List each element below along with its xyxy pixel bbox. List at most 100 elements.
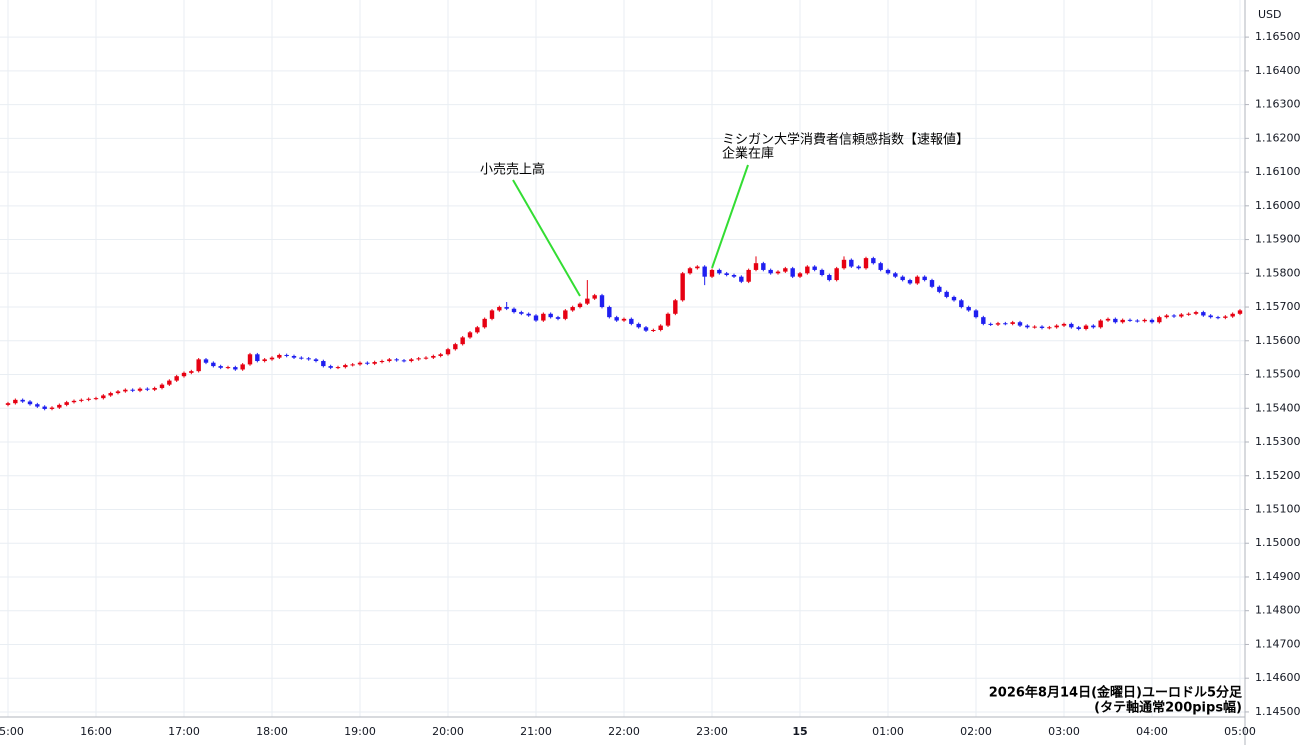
candle-body: [343, 365, 348, 368]
candle-body: [783, 268, 788, 272]
y-tick-label: 1.14600: [1255, 671, 1300, 684]
candle-body: [673, 300, 678, 314]
candle-body: [123, 389, 128, 392]
candle-body: [431, 355, 436, 358]
candle-body: [687, 268, 693, 274]
x-tick-label: 18:00: [256, 725, 288, 738]
x-tick-label: 15:00: [0, 725, 24, 738]
candle-body: [878, 263, 883, 270]
candle-body: [1127, 319, 1133, 321]
candle-body: [93, 398, 99, 400]
candle-body: [269, 357, 275, 360]
candle-body: [643, 327, 649, 331]
candle-body: [57, 404, 62, 408]
candle-body: [570, 307, 575, 311]
candle-body: [467, 332, 473, 338]
candle-body: [379, 361, 385, 363]
candle-body: [438, 354, 443, 356]
candle-body: [482, 318, 487, 328]
candle-body: [1076, 327, 1081, 329]
candle-body: [717, 269, 722, 274]
candle-body: [1025, 325, 1030, 328]
candle-body: [592, 295, 597, 299]
candle-body: [64, 402, 69, 405]
candle-body: [372, 362, 377, 364]
candle-body: [71, 400, 77, 403]
candle-body: [849, 259, 854, 267]
candle-body: [1230, 313, 1235, 317]
candle-body: [1186, 313, 1191, 315]
x-tick-label: 04:00: [1136, 725, 1168, 738]
candle-body: [665, 313, 671, 326]
candle-body: [460, 337, 465, 345]
footnote: 2026年8月14日(金曜日)ユーロドル5分足: [989, 685, 1243, 701]
candle-body: [959, 300, 964, 308]
x-tick-label: 23:00: [696, 725, 728, 738]
x-tick-label: 15: [792, 725, 807, 738]
y-tick-label: 1.15800: [1255, 266, 1300, 279]
candle-body: [585, 298, 590, 304]
candle-body: [885, 269, 891, 274]
candle-body: [511, 308, 517, 313]
candle-body: [863, 258, 869, 269]
candle-body: [1105, 318, 1111, 321]
candle-body: [819, 269, 825, 275]
candle-body: [20, 399, 25, 402]
x-tick-label: 21:00: [520, 725, 552, 738]
candle-body: [1098, 320, 1103, 328]
candle-body: [27, 401, 33, 405]
candle-body: [563, 310, 568, 319]
x-tick-label: 02:00: [960, 725, 992, 738]
candle-body: [658, 325, 663, 330]
candle-body: [526, 313, 531, 316]
x-tick-label: 20:00: [432, 725, 464, 738]
candle-body: [277, 354, 282, 358]
candle-body: [944, 291, 949, 297]
candle-body: [152, 388, 157, 390]
candle-body: [871, 258, 876, 264]
candle-body: [1223, 316, 1228, 318]
candles: [5, 256, 1243, 411]
candle-body: [1201, 312, 1206, 316]
x-tick-label: 01:00: [872, 725, 904, 738]
y-tick-label: 1.15000: [1255, 536, 1300, 549]
candle-body: [1054, 325, 1059, 328]
candle-body: [533, 315, 539, 321]
candle-body: [907, 280, 913, 284]
candle-body: [1193, 312, 1199, 314]
x-tick-label: 16:00: [80, 725, 112, 738]
candle-body: [225, 367, 231, 369]
candle-body: [145, 388, 150, 390]
candle-body: [746, 269, 751, 282]
candle-body: [86, 398, 91, 400]
candle-body: [159, 384, 165, 389]
annotation: 企業在庫: [722, 146, 774, 162]
candle-body: [365, 362, 370, 364]
candle-body: [203, 359, 209, 363]
candle-body: [988, 323, 993, 325]
candle-body: [445, 349, 451, 355]
candle-body: [966, 307, 971, 311]
candle-body: [108, 393, 113, 396]
currency-label: USD: [1258, 8, 1282, 21]
candle-body: [548, 313, 553, 318]
candle-body: [739, 276, 744, 282]
candle-body: [328, 366, 333, 368]
candle-body: [621, 318, 627, 321]
candle-body: [1010, 322, 1015, 324]
candle-body: [1083, 325, 1089, 329]
candle-body: [321, 361, 326, 367]
candle-body: [35, 404, 40, 407]
candle-body: [1120, 319, 1125, 323]
candle-body: [350, 364, 355, 366]
x-tick-label: 05:00: [1224, 725, 1256, 738]
candle-body: [409, 359, 414, 362]
candle-body: [629, 318, 634, 324]
candle-body: [555, 317, 561, 319]
candle-body: [981, 317, 986, 324]
candle-body: [1164, 315, 1169, 318]
candle-body: [797, 273, 803, 277]
candle-body: [167, 380, 172, 385]
